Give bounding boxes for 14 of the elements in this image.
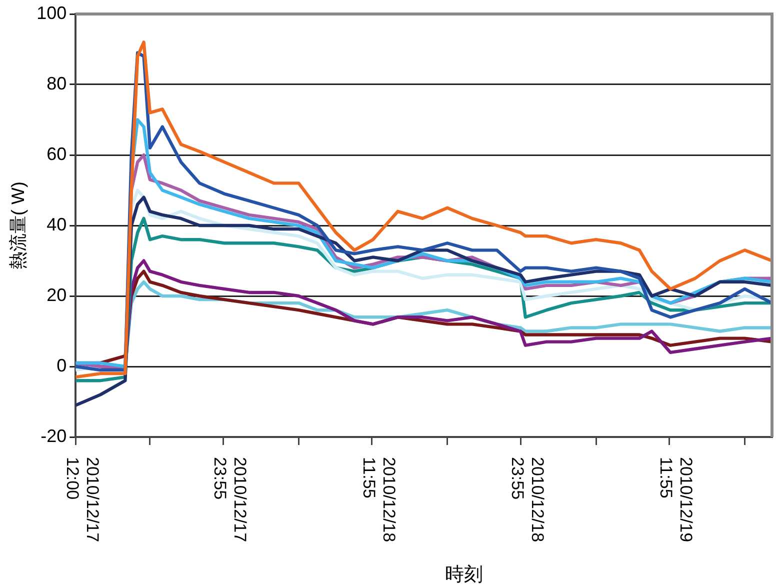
y-tick-label: 100 bbox=[36, 2, 67, 23]
x-tick-label: 2010/12/18 23:55 bbox=[508, 457, 547, 542]
y-tick-label: 60 bbox=[46, 144, 67, 164]
y-tick-label: -20 bbox=[40, 426, 67, 446]
y-tick-label: 0 bbox=[56, 355, 67, 376]
x-tick-label: 2010/12/18 11:55 bbox=[359, 457, 398, 542]
y-tick-label: 40 bbox=[46, 214, 67, 234]
x-tick-label: 2010/12/17 12:00 bbox=[62, 457, 102, 542]
y-axis-title: 熱流量( W) bbox=[8, 182, 28, 270]
y-tick-label: 80 bbox=[46, 73, 67, 94]
x-tick-label: 2010/12/17 23:55 bbox=[210, 457, 250, 542]
x-tick-label: 2010/12/19 11:55 bbox=[656, 457, 696, 542]
x-axis-title: 時刻 bbox=[444, 564, 483, 586]
y-tick-label: 20 bbox=[46, 284, 67, 305]
